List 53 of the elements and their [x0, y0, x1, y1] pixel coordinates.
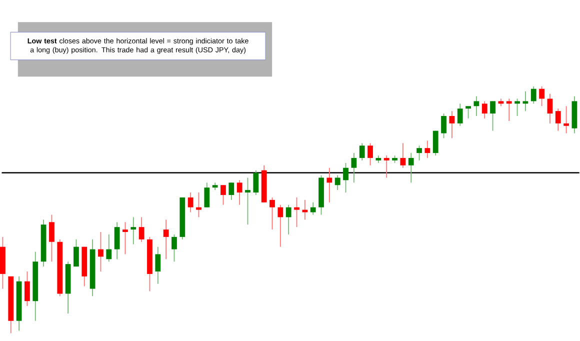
candlestick [514, 98, 520, 117]
candlestick [253, 170, 259, 196]
candlestick [449, 110, 455, 139]
candlestick [98, 232, 104, 272]
candlestick [286, 204, 292, 236]
candlestick [196, 192, 202, 218]
candlestick [278, 204, 284, 248]
candlestick [351, 152, 357, 184]
candlestick [310, 202, 316, 216]
candlestick [530, 86, 536, 104]
candlestick [441, 113, 446, 139]
candlestick [432, 130, 438, 156]
candlestick [359, 142, 365, 162]
candlestick [555, 108, 561, 132]
candlestick [564, 106, 569, 134]
candlestick [326, 168, 332, 204]
candlestick [49, 214, 54, 262]
candlestick [106, 234, 112, 262]
candlestick [474, 96, 480, 117]
candlestick [343, 162, 348, 194]
candlestick [236, 180, 242, 206]
candlestick [172, 234, 177, 262]
candlestick [490, 100, 496, 132]
candlestick [539, 86, 544, 107]
candlestick [294, 197, 300, 228]
candlestick [220, 184, 226, 206]
candlestick [270, 197, 275, 230]
candlestick [188, 192, 194, 213]
candlestick [245, 177, 250, 226]
candlestick [547, 94, 553, 124]
candlestick [384, 155, 390, 178]
candlestick [466, 106, 471, 120]
candlestick [424, 140, 430, 159]
candlestick [416, 145, 422, 162]
candlestick [163, 219, 169, 260]
candlestick [204, 182, 210, 208]
candlestick [334, 174, 340, 191]
candlestick [138, 216, 144, 243]
candlestick [24, 271, 30, 307]
candlestick [522, 91, 528, 112]
candlestick [114, 222, 120, 260]
candlestick [400, 142, 406, 168]
candlestick [74, 239, 79, 268]
candlestick [302, 200, 308, 220]
candlestick [155, 246, 161, 284]
candlestick [457, 103, 463, 127]
candlestick [506, 98, 512, 122]
candlestick [408, 152, 414, 184]
candlestick [122, 222, 128, 255]
candlestick [130, 216, 136, 245]
candlestick [228, 182, 234, 201]
candlestick [368, 142, 373, 166]
candlestick [482, 100, 488, 120]
